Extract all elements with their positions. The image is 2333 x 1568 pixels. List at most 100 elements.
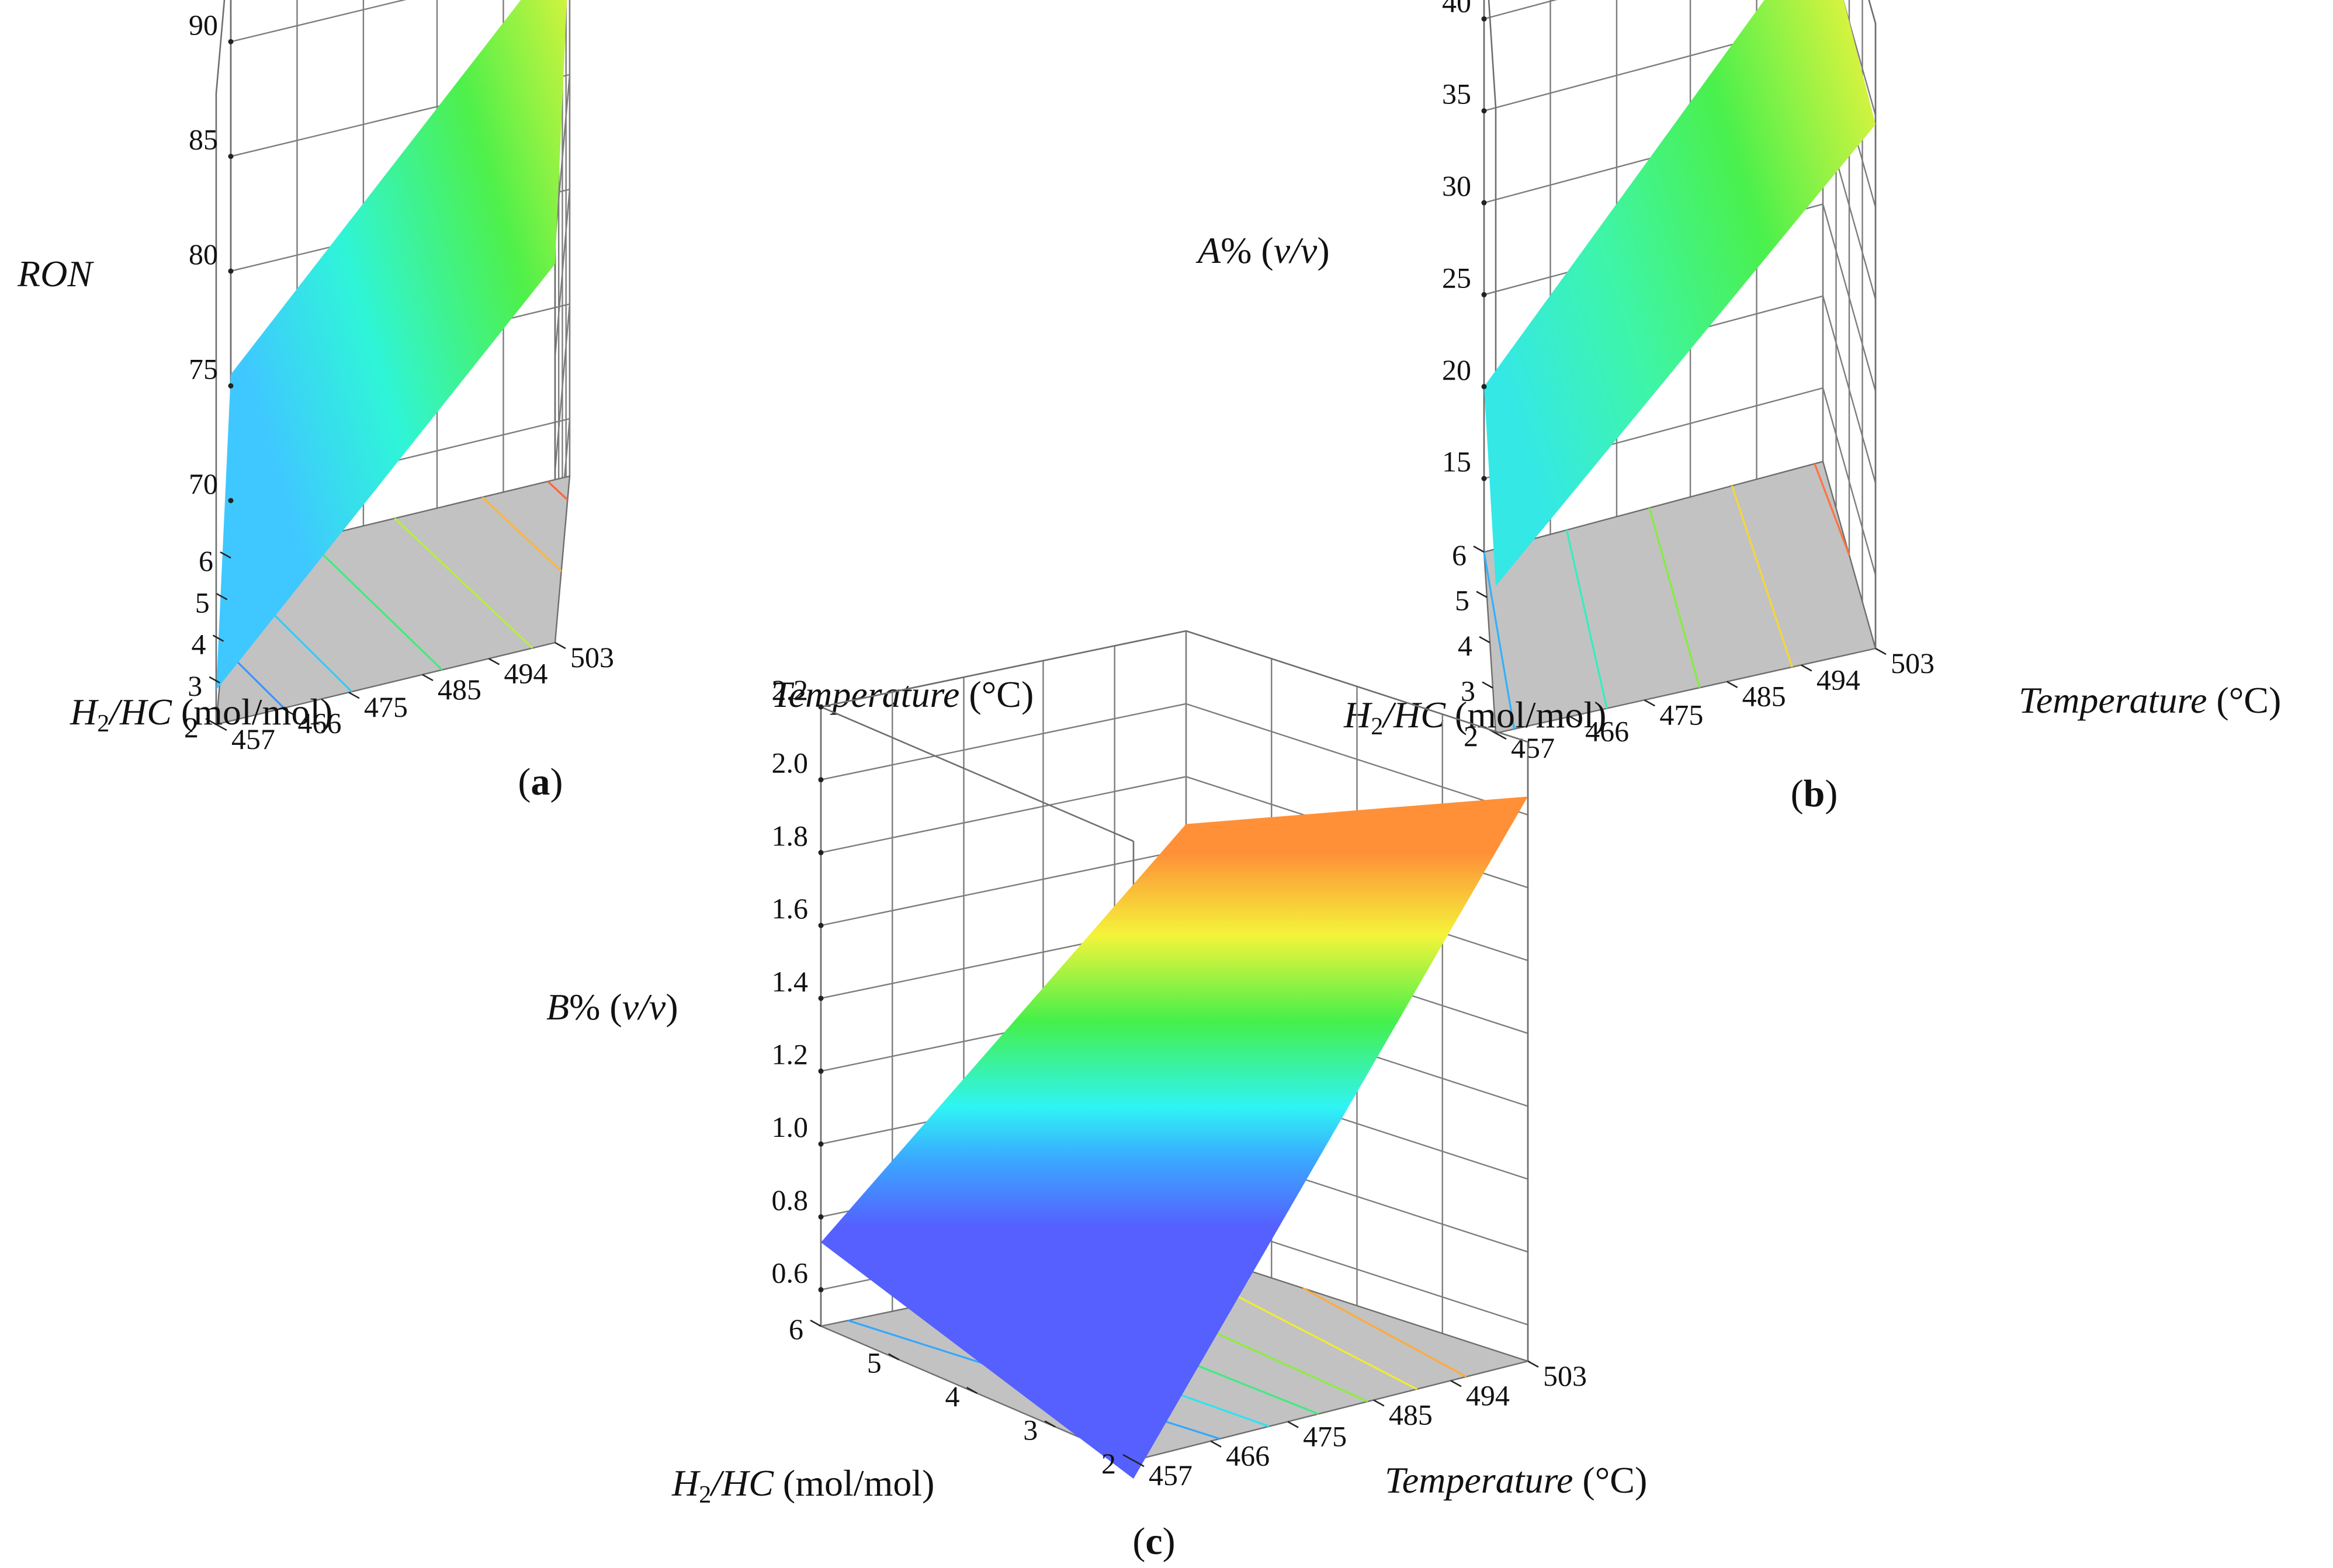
z-tick-mark bbox=[1481, 200, 1487, 206]
z-tick-mark bbox=[228, 154, 234, 159]
z-tick-mark bbox=[228, 498, 234, 504]
floor-contours bbox=[1483, 463, 1850, 730]
y-tick-mark bbox=[205, 717, 217, 726]
y-axis-title-unit: (mol/mol) bbox=[774, 1462, 935, 1504]
gridline bbox=[554, 304, 571, 471]
z-tick-label: 20 bbox=[1442, 353, 1471, 386]
box-edge bbox=[1185, 630, 1528, 743]
panel-c: 0.60.81.01.21.41.61.82.02.24574664754854… bbox=[546, 630, 1647, 1563]
y-axis-title-unit: (mol/mol) bbox=[1445, 694, 1607, 736]
x-tick-label: 457 bbox=[231, 723, 275, 755]
z-tick-label: 1.0 bbox=[772, 1111, 809, 1143]
y-axis-title: H2/HC (mol/mol) bbox=[70, 691, 332, 737]
z-axis-title: B% (v/v) bbox=[546, 986, 678, 1028]
z-tick-mark bbox=[818, 704, 824, 710]
x-tick-mark bbox=[1644, 699, 1655, 707]
x-tick-label: 485 bbox=[438, 673, 481, 706]
y-axis-title-h: H bbox=[70, 691, 99, 733]
caption-close: ) bbox=[550, 761, 563, 803]
y-tick-mark bbox=[220, 551, 231, 559]
z-tick-mark bbox=[818, 777, 824, 783]
gridline bbox=[820, 776, 1187, 854]
x-tick-label: 475 bbox=[364, 691, 408, 723]
y-tick-label: 6 bbox=[789, 1313, 803, 1345]
z-tick-label: 90 bbox=[189, 8, 218, 41]
y-tick-label: 6 bbox=[199, 544, 213, 577]
y-tick-label: 5 bbox=[1455, 584, 1469, 617]
x-tick-label: 485 bbox=[1389, 1399, 1433, 1431]
z-tick-label: 15 bbox=[1442, 445, 1471, 478]
z-tick-mark bbox=[818, 1214, 824, 1220]
y-axis-title-h: H bbox=[671, 1462, 701, 1504]
box-edge bbox=[820, 706, 1134, 842]
z-axis-title-close: ) bbox=[1317, 230, 1329, 271]
contour-line bbox=[1648, 507, 1701, 688]
z-tick-label: 75 bbox=[189, 352, 218, 385]
caption-close: ) bbox=[1163, 1520, 1176, 1563]
gridline bbox=[1185, 703, 1528, 816]
x-tick-mark bbox=[1569, 716, 1581, 723]
box-edge bbox=[1488, 0, 1497, 109]
contour-line bbox=[481, 496, 562, 573]
x-axis-title-var: Temperature bbox=[1385, 1459, 1573, 1501]
z-tick-label: 0.8 bbox=[772, 1184, 809, 1216]
z-tick-mark bbox=[818, 995, 824, 1001]
x-axis-title: Temperature (°C) bbox=[771, 674, 1034, 715]
z-axis: 0.6 0.8 1.0 1.2 1.4 1.6 1.8 2.0 2.2 bbox=[772, 674, 824, 1293]
x-tick-mark bbox=[1373, 1399, 1385, 1407]
caption-letter: a bbox=[531, 761, 550, 803]
x-tick-mark bbox=[1495, 732, 1507, 740]
z-tick-mark bbox=[228, 383, 234, 388]
caption-close: ) bbox=[1825, 772, 1838, 815]
contour-line bbox=[547, 480, 568, 501]
z-tick-label: 1.6 bbox=[772, 892, 809, 925]
response-surface bbox=[821, 796, 1528, 1479]
x-axis-title-var: Temperature bbox=[771, 674, 959, 715]
response-surface bbox=[216, 0, 567, 691]
caption-open: ( bbox=[518, 761, 531, 803]
x-axis-title-var: Temperature bbox=[2019, 679, 2207, 721]
gridline bbox=[1483, 0, 1558, 20]
z-tick-label: 40 bbox=[1442, 0, 1471, 18]
panel-caption: (b) bbox=[1791, 772, 1838, 815]
y-tick-mark bbox=[1122, 1453, 1134, 1462]
x-tick-label: 494 bbox=[1817, 663, 1860, 696]
y-axis-title-hc: /HC bbox=[108, 691, 172, 733]
x-axis-title-unit: (°C) bbox=[959, 674, 1034, 715]
z-tick-mark bbox=[1481, 476, 1487, 481]
box-edge bbox=[215, 0, 226, 94]
gridline bbox=[230, 0, 407, 43]
z-tick-label: 1.8 bbox=[772, 819, 809, 852]
x-tick-mark bbox=[1133, 1459, 1145, 1468]
z-tick-label: 2.2 bbox=[772, 674, 809, 706]
z-axis-title: A% (v/v) bbox=[1195, 230, 1330, 271]
z-tick-mark bbox=[228, 39, 234, 44]
z-tick-label: 30 bbox=[1442, 169, 1471, 202]
y-tick-mark bbox=[1479, 636, 1490, 644]
x-axis: 457 466 475 485 494 503 bbox=[216, 641, 614, 755]
y-axis-title-sub: 2 bbox=[699, 1482, 711, 1508]
contour-line bbox=[1565, 529, 1608, 709]
x-tick-mark bbox=[422, 674, 434, 681]
x-tick-mark bbox=[1287, 1421, 1299, 1428]
x-axis-title: Temperature (°C) bbox=[2019, 679, 2281, 721]
panel-b: 1520253035404545746647548549450323456A% … bbox=[1195, 0, 2281, 815]
z-tick-mark bbox=[1481, 384, 1487, 390]
caption-open: ( bbox=[1791, 772, 1804, 815]
z-tick-label: 1.2 bbox=[772, 1038, 809, 1071]
y-tick-mark bbox=[209, 676, 220, 684]
x-tick-mark bbox=[554, 641, 566, 650]
z-tick-label: 25 bbox=[1442, 261, 1471, 294]
z-tick-mark bbox=[818, 1287, 824, 1293]
z-axis-title-var: A bbox=[1195, 230, 1221, 271]
z-axis: 707580859095 bbox=[189, 8, 234, 504]
z-tick-label: 35 bbox=[1442, 78, 1471, 110]
x-axis: 457 466 475 485 494 503 bbox=[1133, 1359, 1587, 1491]
caption-letter: b bbox=[1804, 772, 1825, 815]
z-axis-title-close: ) bbox=[665, 986, 678, 1028]
x-tick-label: 503 bbox=[570, 641, 614, 674]
y-axis-title: H2/HC (mol/mol) bbox=[1343, 694, 1606, 740]
y-tick-label: 2 bbox=[184, 711, 199, 744]
